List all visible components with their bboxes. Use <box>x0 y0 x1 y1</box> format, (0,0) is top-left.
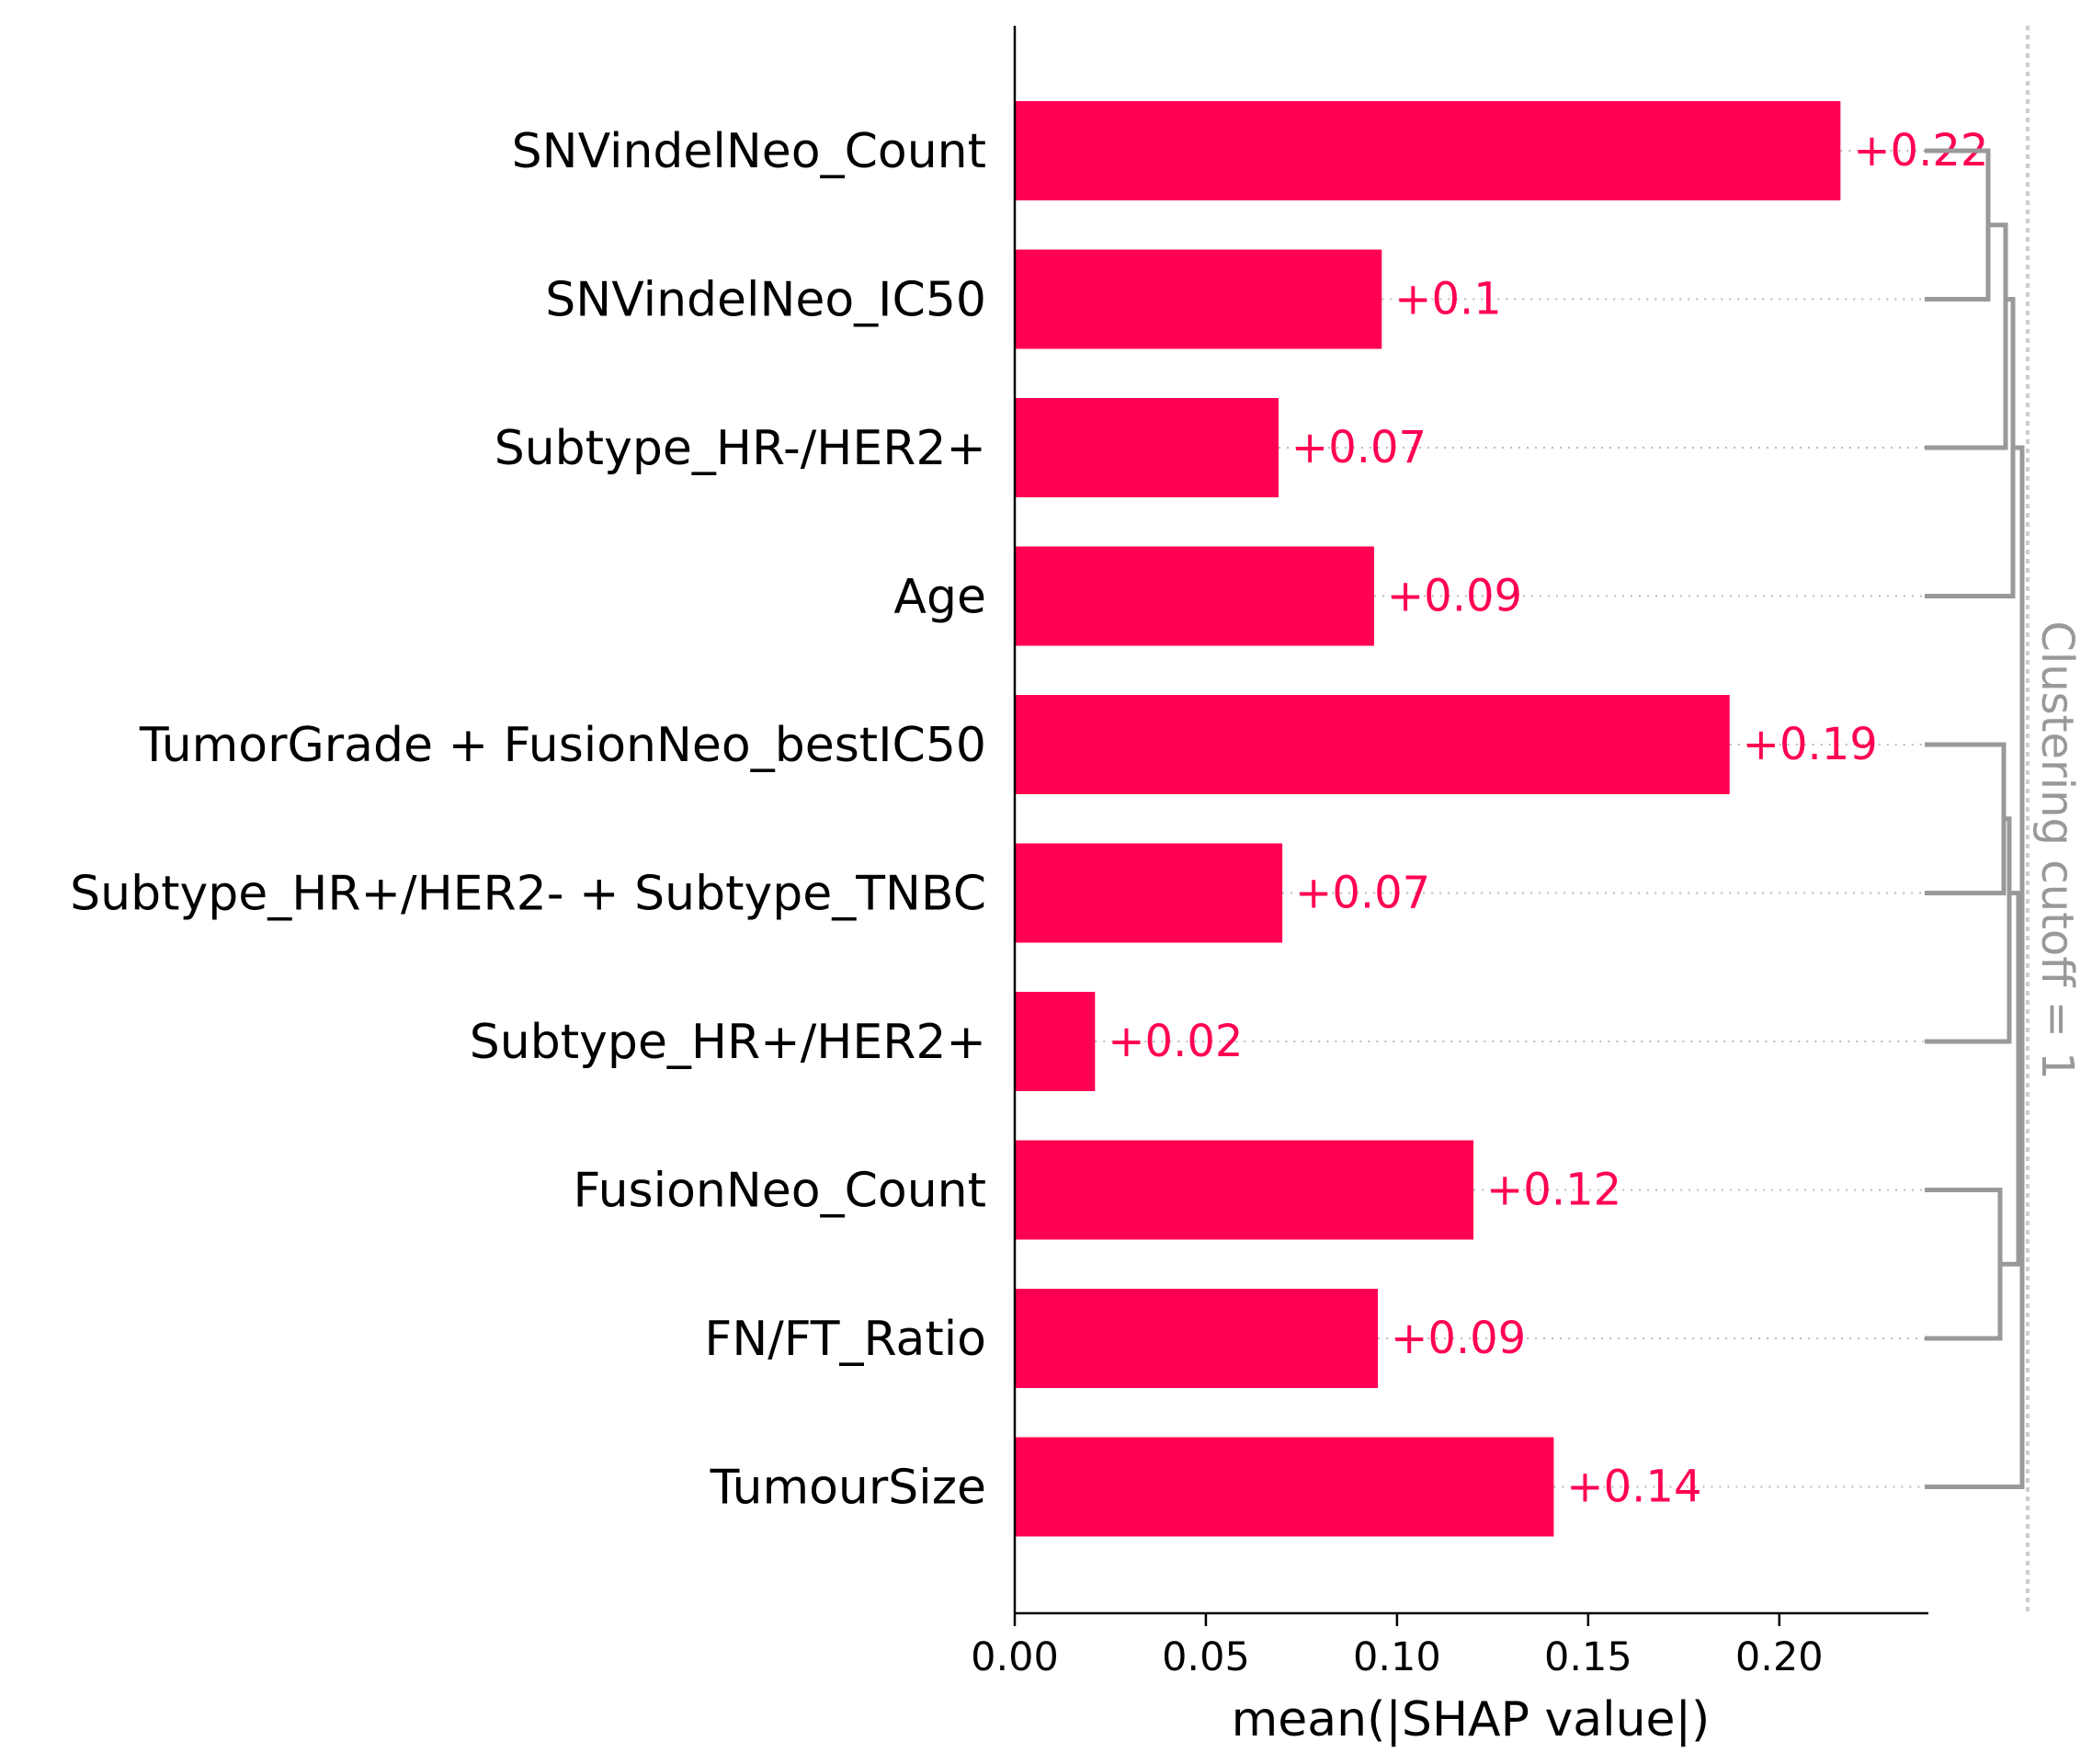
dendro-link-root <box>1925 1078 2025 1489</box>
x-axis-title: mean(|SHAP value|) <box>1232 1692 1711 1747</box>
value-labels: +0.22+0.1+0.07+0.09+0.19+0.07+0.02+0.12+… <box>1108 125 1988 1513</box>
x-tick-label-1: 0.00 <box>971 1634 1059 1680</box>
value-label-6: +0.07 <box>1295 868 1430 919</box>
x-tick-label-4: 0.15 <box>1544 1634 1632 1680</box>
x-tick-label-2: 0.05 <box>1162 1634 1250 1680</box>
value-label-3: +0.07 <box>1291 422 1427 473</box>
bar-2 <box>1015 249 1382 349</box>
feature-label-2: SNVindelNeo_IC50 <box>545 273 986 328</box>
x-tick-label-3: 0.10 <box>1353 1634 1441 1680</box>
feature-label-8: FusionNeo_Count <box>574 1164 986 1219</box>
bar-3 <box>1015 398 1279 497</box>
feature-label-5: TumorGrade + FusionNeo_bestIC50 <box>139 718 986 773</box>
feature-label-4: Age <box>893 570 986 625</box>
value-guide-lines <box>1095 150 1928 1488</box>
value-label-2: +0.1 <box>1394 274 1502 325</box>
value-label-7: +0.02 <box>1108 1016 1243 1067</box>
axes: 0.00 0.05 0.10 0.15 0.20 <box>971 26 1928 1680</box>
bar-10 <box>1015 1437 1554 1537</box>
bar-5 <box>1015 695 1730 794</box>
feature-label-9: FN/FT_Ratio <box>704 1312 986 1367</box>
value-label-9: +0.09 <box>1391 1313 1526 1364</box>
bars <box>1015 101 1841 1537</box>
dendrogram <box>1925 26 2029 1613</box>
feature-label-7: Subtype_HR+/HER2+ <box>470 1015 986 1070</box>
value-label-4: +0.09 <box>1387 571 1522 622</box>
clustering-cutoff-label: Clustering cutoff = 1 <box>2031 620 2083 1079</box>
bar-7 <box>1015 992 1096 1091</box>
value-label-8: +0.12 <box>1486 1165 1621 1216</box>
feature-label-1: SNVindelNeo_Count <box>512 124 986 179</box>
value-label-10: +0.14 <box>1566 1462 1701 1513</box>
feature-labels: SNVindelNeo_Count SNVindelNeo_IC50 Subtype… <box>70 124 986 1516</box>
dendro-link-c1 <box>1925 1188 2003 1341</box>
bar-8 <box>1015 1140 1474 1240</box>
feature-label-6: Subtype_HR+/HER2- + Subtype_TNBC <box>70 867 986 922</box>
bar-1 <box>1015 101 1841 200</box>
dendro-link-b1 <box>1925 742 2007 895</box>
bar-9 <box>1015 1289 1379 1388</box>
value-label-5: +0.19 <box>1743 719 1878 770</box>
bar-6 <box>1015 843 1283 943</box>
feature-label-10: TumourSize <box>710 1461 986 1516</box>
x-tick-label-5: 0.20 <box>1735 1634 1824 1680</box>
dendro-link-b2 <box>1925 816 2012 1044</box>
dendro-link-a2 <box>1925 222 2008 450</box>
bar-4 <box>1015 546 1374 646</box>
feature-label-3: Subtype_HR-/HER2+ <box>495 421 986 476</box>
